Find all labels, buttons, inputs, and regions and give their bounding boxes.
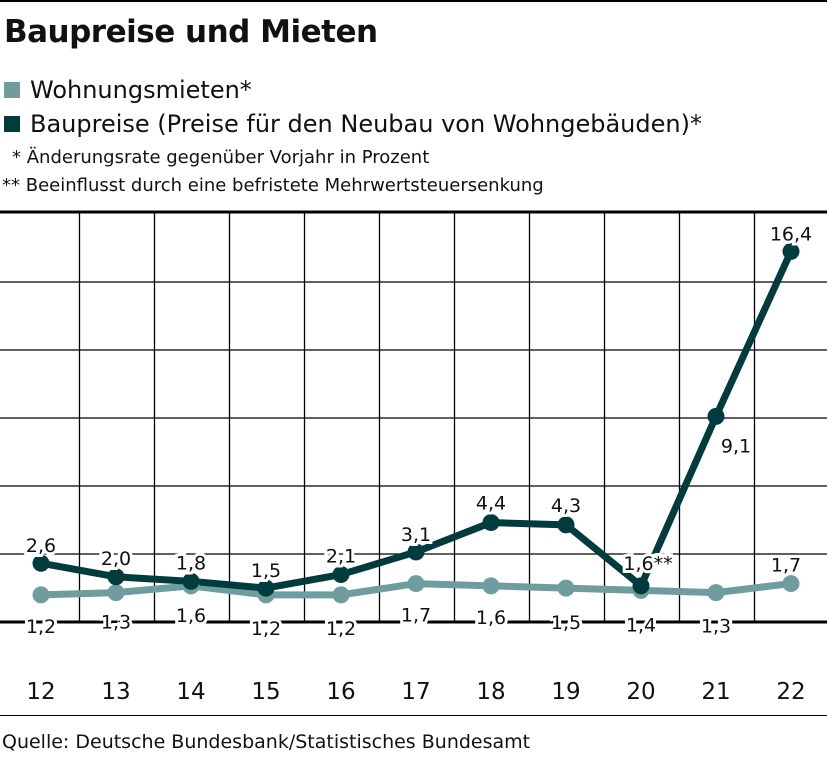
data-label-wohnungsmieten: 1,2 bbox=[26, 616, 56, 638]
bottom-rule bbox=[0, 715, 827, 716]
x-tick-label: 13 bbox=[101, 679, 130, 705]
legend-swatch-wohnungsmieten bbox=[4, 82, 20, 98]
data-label-baupreise: 3,1 bbox=[401, 524, 431, 546]
data-point-wohnungsmieten bbox=[32, 586, 50, 604]
data-point-baupreise bbox=[782, 242, 800, 260]
x-tick-label: 20 bbox=[626, 679, 655, 705]
data-point-baupreise bbox=[107, 568, 125, 586]
x-tick-label: 21 bbox=[701, 679, 730, 705]
data-label-wohnungsmieten: 1,2 bbox=[326, 618, 356, 640]
data-label-wohnungsmieten: 1,7 bbox=[771, 555, 801, 577]
legend-label-baupreise: Baupreise (Preise für den Neubau von Woh… bbox=[30, 110, 702, 138]
legend-item-wohnungsmieten: Wohnungsmieten* bbox=[4, 76, 252, 104]
data-point-baupreise bbox=[632, 577, 650, 595]
legend-item-baupreise: Baupreise (Preise für den Neubau von Woh… bbox=[4, 110, 702, 138]
data-point-baupreise bbox=[707, 407, 725, 425]
data-point-wohnungsmieten bbox=[482, 577, 500, 595]
data-point-wohnungsmieten bbox=[407, 575, 425, 593]
data-label-baupreise: 16,4 bbox=[770, 223, 812, 245]
data-label-baupreise: 1,6** bbox=[623, 553, 672, 575]
data-point-wohnungsmieten bbox=[782, 575, 800, 593]
chart-title: Baupreise und Mieten bbox=[4, 14, 378, 50]
footnote-rate: * Änderungsrate gegenüber Vorjahr in Pro… bbox=[12, 147, 430, 168]
data-label-wohnungsmieten: 1,6 bbox=[476, 607, 506, 629]
data-label-baupreise: 2,6 bbox=[26, 535, 56, 557]
data-point-baupreise bbox=[332, 566, 350, 584]
data-label-wohnungsmieten: 1,7 bbox=[401, 605, 431, 627]
legend-label-wohnungsmieten: Wohnungsmieten* bbox=[30, 76, 252, 104]
x-tick-label: 12 bbox=[26, 679, 55, 705]
data-label-wohnungsmieten: 1,4 bbox=[626, 614, 656, 636]
data-label-wohnungsmieten: 1,6 bbox=[176, 605, 206, 627]
data-label-baupreise: 2,0 bbox=[101, 548, 131, 570]
data-point-wohnungsmieten bbox=[332, 586, 350, 604]
data-label-baupreise: 9,1 bbox=[721, 435, 751, 457]
data-label-baupreise: 2,1 bbox=[326, 546, 356, 568]
data-point-wohnungsmieten bbox=[557, 579, 575, 597]
source-note: Quelle: Deutsche Bundesbank/Statistische… bbox=[2, 731, 531, 753]
x-tick-label: 14 bbox=[176, 679, 205, 705]
legend-swatch-baupreise bbox=[4, 116, 20, 132]
top-rule bbox=[0, 0, 827, 2]
data-point-baupreise bbox=[407, 543, 425, 561]
data-point-baupreise bbox=[557, 516, 575, 534]
x-tick-label: 22 bbox=[776, 679, 805, 705]
data-point-wohnungsmieten bbox=[107, 584, 125, 602]
data-label-baupreise: 4,4 bbox=[476, 493, 506, 515]
data-label-wohnungsmieten: 1,3 bbox=[701, 616, 731, 638]
x-tick-label: 16 bbox=[326, 679, 355, 705]
x-tick-label: 15 bbox=[251, 679, 280, 705]
data-point-baupreise bbox=[482, 514, 500, 532]
data-point-wohnungsmieten bbox=[707, 584, 725, 602]
data-label-wohnungsmieten: 1,3 bbox=[101, 612, 131, 634]
x-tick-label: 17 bbox=[401, 679, 430, 705]
data-point-baupreise bbox=[257, 579, 275, 597]
footnote-vat: ** Beeinflusst durch eine befristete Meh… bbox=[2, 175, 544, 196]
data-point-baupreise bbox=[32, 554, 50, 572]
x-tick-label: 18 bbox=[476, 679, 505, 705]
data-label-wohnungsmieten: 1,5 bbox=[551, 612, 581, 634]
data-label-baupreise: 4,3 bbox=[551, 495, 581, 517]
data-label-baupreise: 1,8 bbox=[176, 552, 206, 574]
data-label-wohnungsmieten: 1,2 bbox=[251, 618, 281, 640]
data-label-baupreise: 1,5 bbox=[251, 560, 281, 582]
x-tick-label: 19 bbox=[551, 679, 580, 705]
data-point-baupreise bbox=[182, 572, 200, 590]
